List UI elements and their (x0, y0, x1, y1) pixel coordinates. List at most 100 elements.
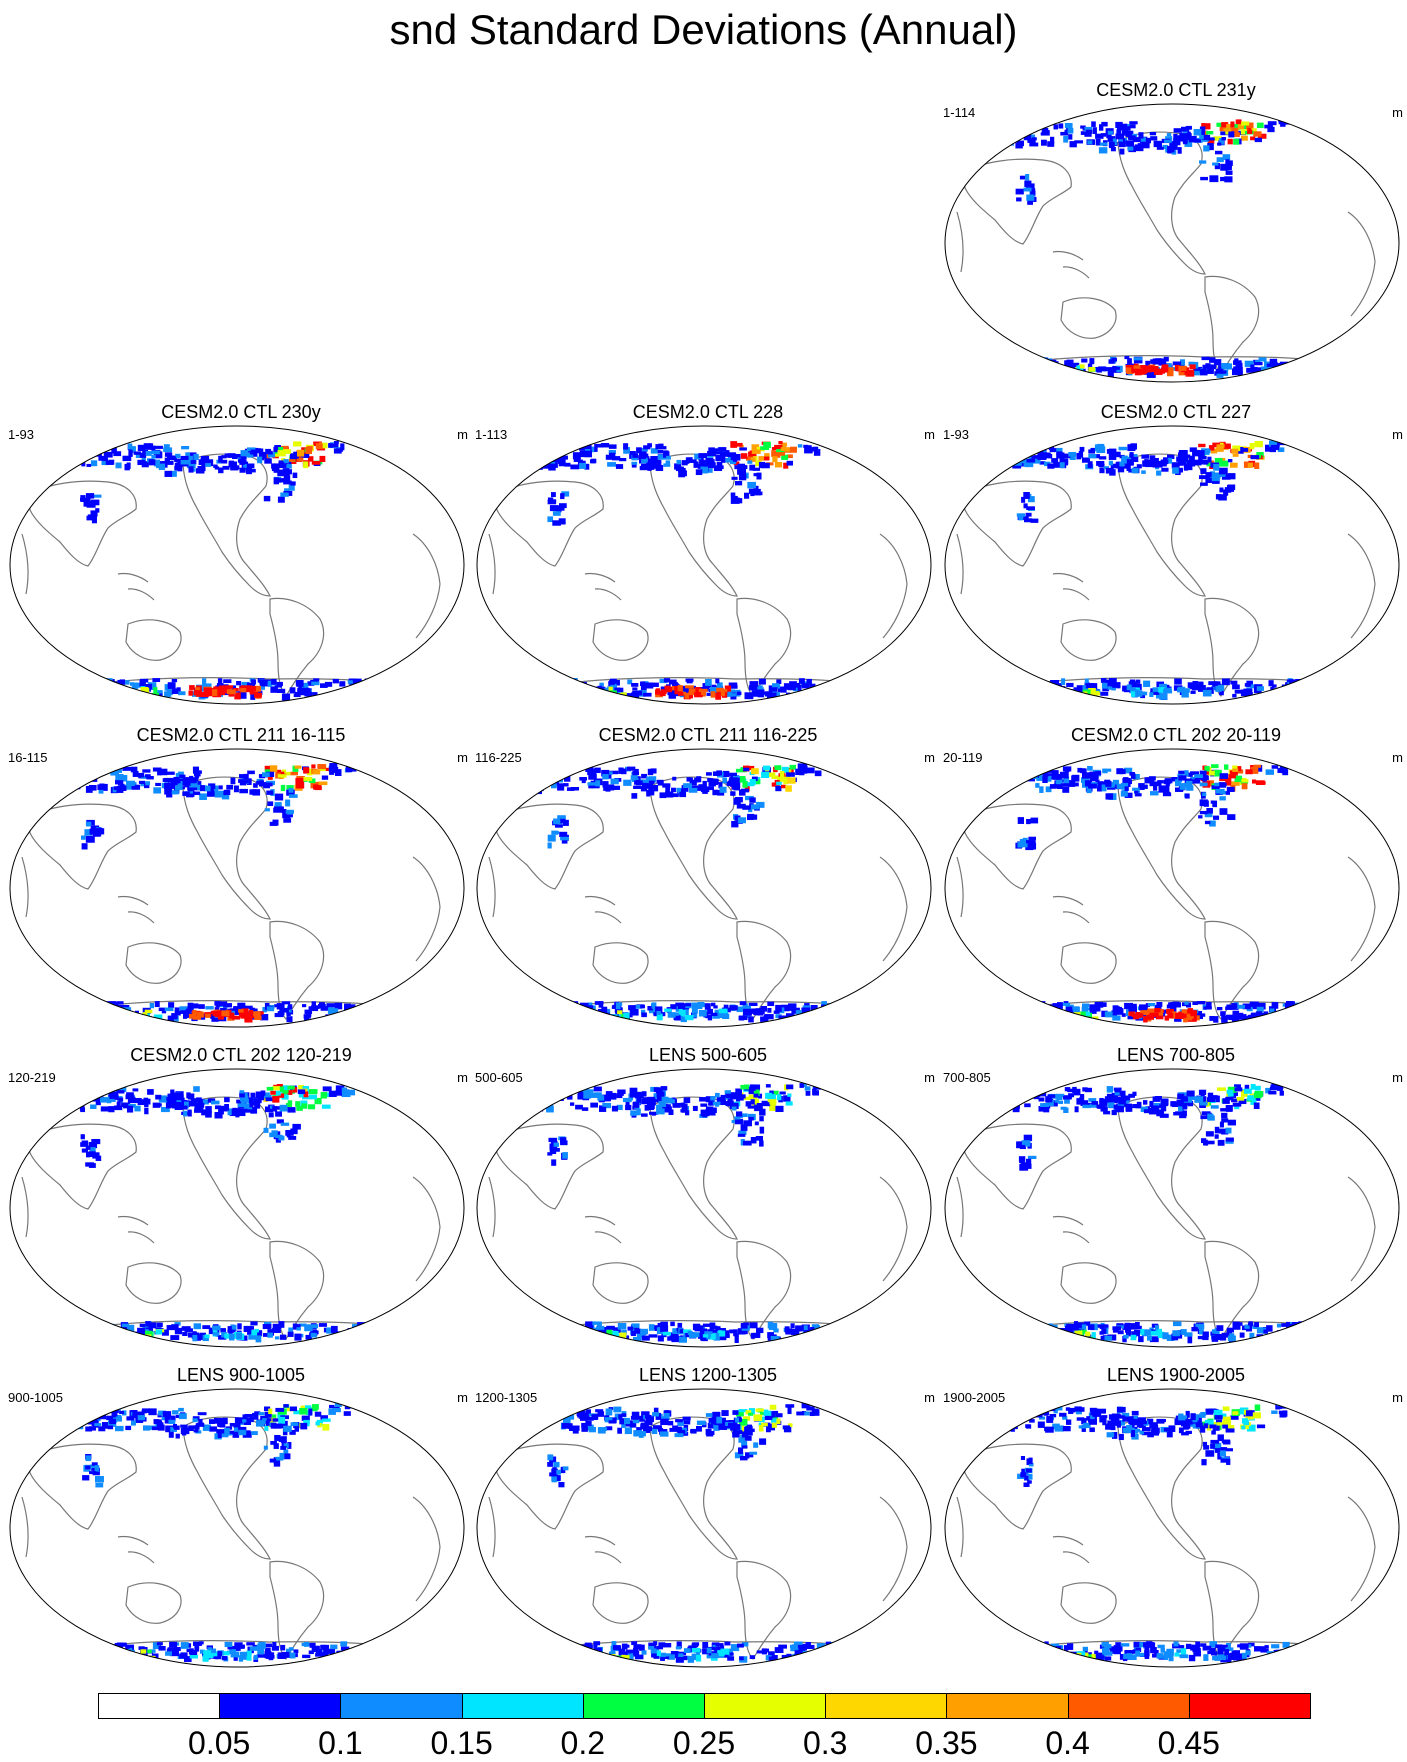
snow-cell (253, 1011, 260, 1016)
snow-cell (1223, 128, 1231, 131)
snow-cell (759, 1141, 764, 1147)
snow-cell (1140, 1010, 1146, 1013)
snow-cell (199, 1004, 205, 1009)
snow-cell (306, 447, 313, 454)
snow-cell (257, 1645, 263, 1649)
snow-cell (70, 1422, 77, 1425)
snow-cell (531, 787, 539, 793)
snow-cell (159, 1646, 166, 1651)
snow-cell (268, 1409, 272, 1414)
snow-cell (319, 1002, 325, 1008)
snow-cell (660, 792, 667, 798)
snow-cell (1232, 368, 1239, 375)
snow-cell (609, 444, 617, 448)
snow-cell (1034, 371, 1040, 375)
snow-cell (562, 686, 567, 690)
snow-cell (1197, 1001, 1206, 1004)
snow-cell (1219, 796, 1225, 800)
snow-cell (326, 1017, 334, 1022)
snow-cell (826, 1012, 831, 1018)
snow-cell (720, 787, 727, 793)
snow-cell (1061, 368, 1067, 373)
snow-cell (382, 692, 387, 698)
coastline (957, 1177, 963, 1237)
snow-cell (1255, 1086, 1261, 1091)
snow-cell (597, 1095, 604, 1100)
snow-cell (1211, 1105, 1219, 1108)
snow-cell (552, 520, 561, 525)
snow-cell (1156, 1330, 1161, 1335)
snow-cell (1029, 682, 1037, 686)
snow-cell (240, 1090, 245, 1093)
snow-cell (1320, 359, 1327, 366)
snow-cell (1093, 127, 1097, 134)
snow-cell (781, 447, 790, 451)
snow-cell (1201, 460, 1209, 465)
snow-cell (749, 489, 754, 494)
snow-cell (590, 1103, 598, 1108)
snow-cell (1041, 1016, 1049, 1023)
snow-cell (743, 768, 749, 771)
snow-cell (1178, 147, 1182, 154)
snow-cell (705, 1003, 711, 1010)
snow-cell (181, 456, 189, 460)
snow-cell (234, 786, 239, 793)
snow-cell (993, 786, 1002, 789)
snow-cell (380, 1015, 384, 1019)
snow-cell (1140, 1329, 1144, 1335)
coastline (495, 1124, 603, 1209)
snow-cell (1060, 772, 1069, 779)
snow-cell (1120, 124, 1128, 128)
snow-cell (1029, 681, 1038, 685)
snow-cell (1082, 1324, 1087, 1330)
snow-cell (131, 1421, 136, 1426)
snow-cell (165, 1008, 174, 1012)
snow-cell (803, 764, 808, 767)
snow-cell (616, 1002, 621, 1009)
snow-cell (1068, 128, 1074, 134)
snow-cell (140, 453, 146, 458)
snow-cell (1046, 1016, 1054, 1022)
snow-cell (548, 843, 552, 849)
snow-cell (1134, 357, 1143, 360)
snow-cell (312, 1404, 319, 1410)
snow-cell (669, 1109, 674, 1115)
snow-cell (640, 1005, 645, 1009)
snow-cell (1115, 1106, 1121, 1112)
snow-cell (847, 1005, 851, 1009)
snow-cell (1042, 368, 1048, 372)
snow-cell (835, 1004, 839, 1010)
snow-cell (1138, 1336, 1144, 1342)
snow-cell (998, 445, 1007, 449)
snow-cell (84, 1410, 90, 1413)
snow-cell (278, 1011, 283, 1015)
snow-cell (1132, 788, 1140, 791)
snow-cell (670, 1322, 675, 1326)
snow-cell (327, 1336, 333, 1342)
snow-cell (275, 794, 283, 801)
snow-cell (344, 1655, 349, 1662)
snow-cell (1081, 359, 1087, 363)
snow-cell (95, 1332, 100, 1339)
snow-cell (721, 691, 725, 696)
snow-cell (1219, 488, 1223, 493)
snow-cell (95, 1465, 100, 1472)
snow-cell (1202, 357, 1210, 360)
snow-cell (630, 1009, 639, 1016)
snow-cell (270, 686, 278, 692)
snow-cell (76, 1415, 80, 1421)
snow-cell (777, 1094, 782, 1100)
snow-cell (1088, 461, 1093, 468)
snow-cell (195, 687, 200, 690)
snow-cell (725, 1094, 733, 1098)
snow-cell (65, 783, 69, 787)
snow-cell (375, 694, 380, 698)
snow-cell (649, 791, 654, 795)
snow-cell (94, 1423, 101, 1426)
snow-cell (303, 777, 312, 781)
snow-cell (1039, 1098, 1045, 1102)
snow-cell (99, 1643, 106, 1646)
snow-cell (552, 769, 559, 773)
snow-cell (786, 772, 795, 776)
coastline (650, 1097, 737, 1239)
